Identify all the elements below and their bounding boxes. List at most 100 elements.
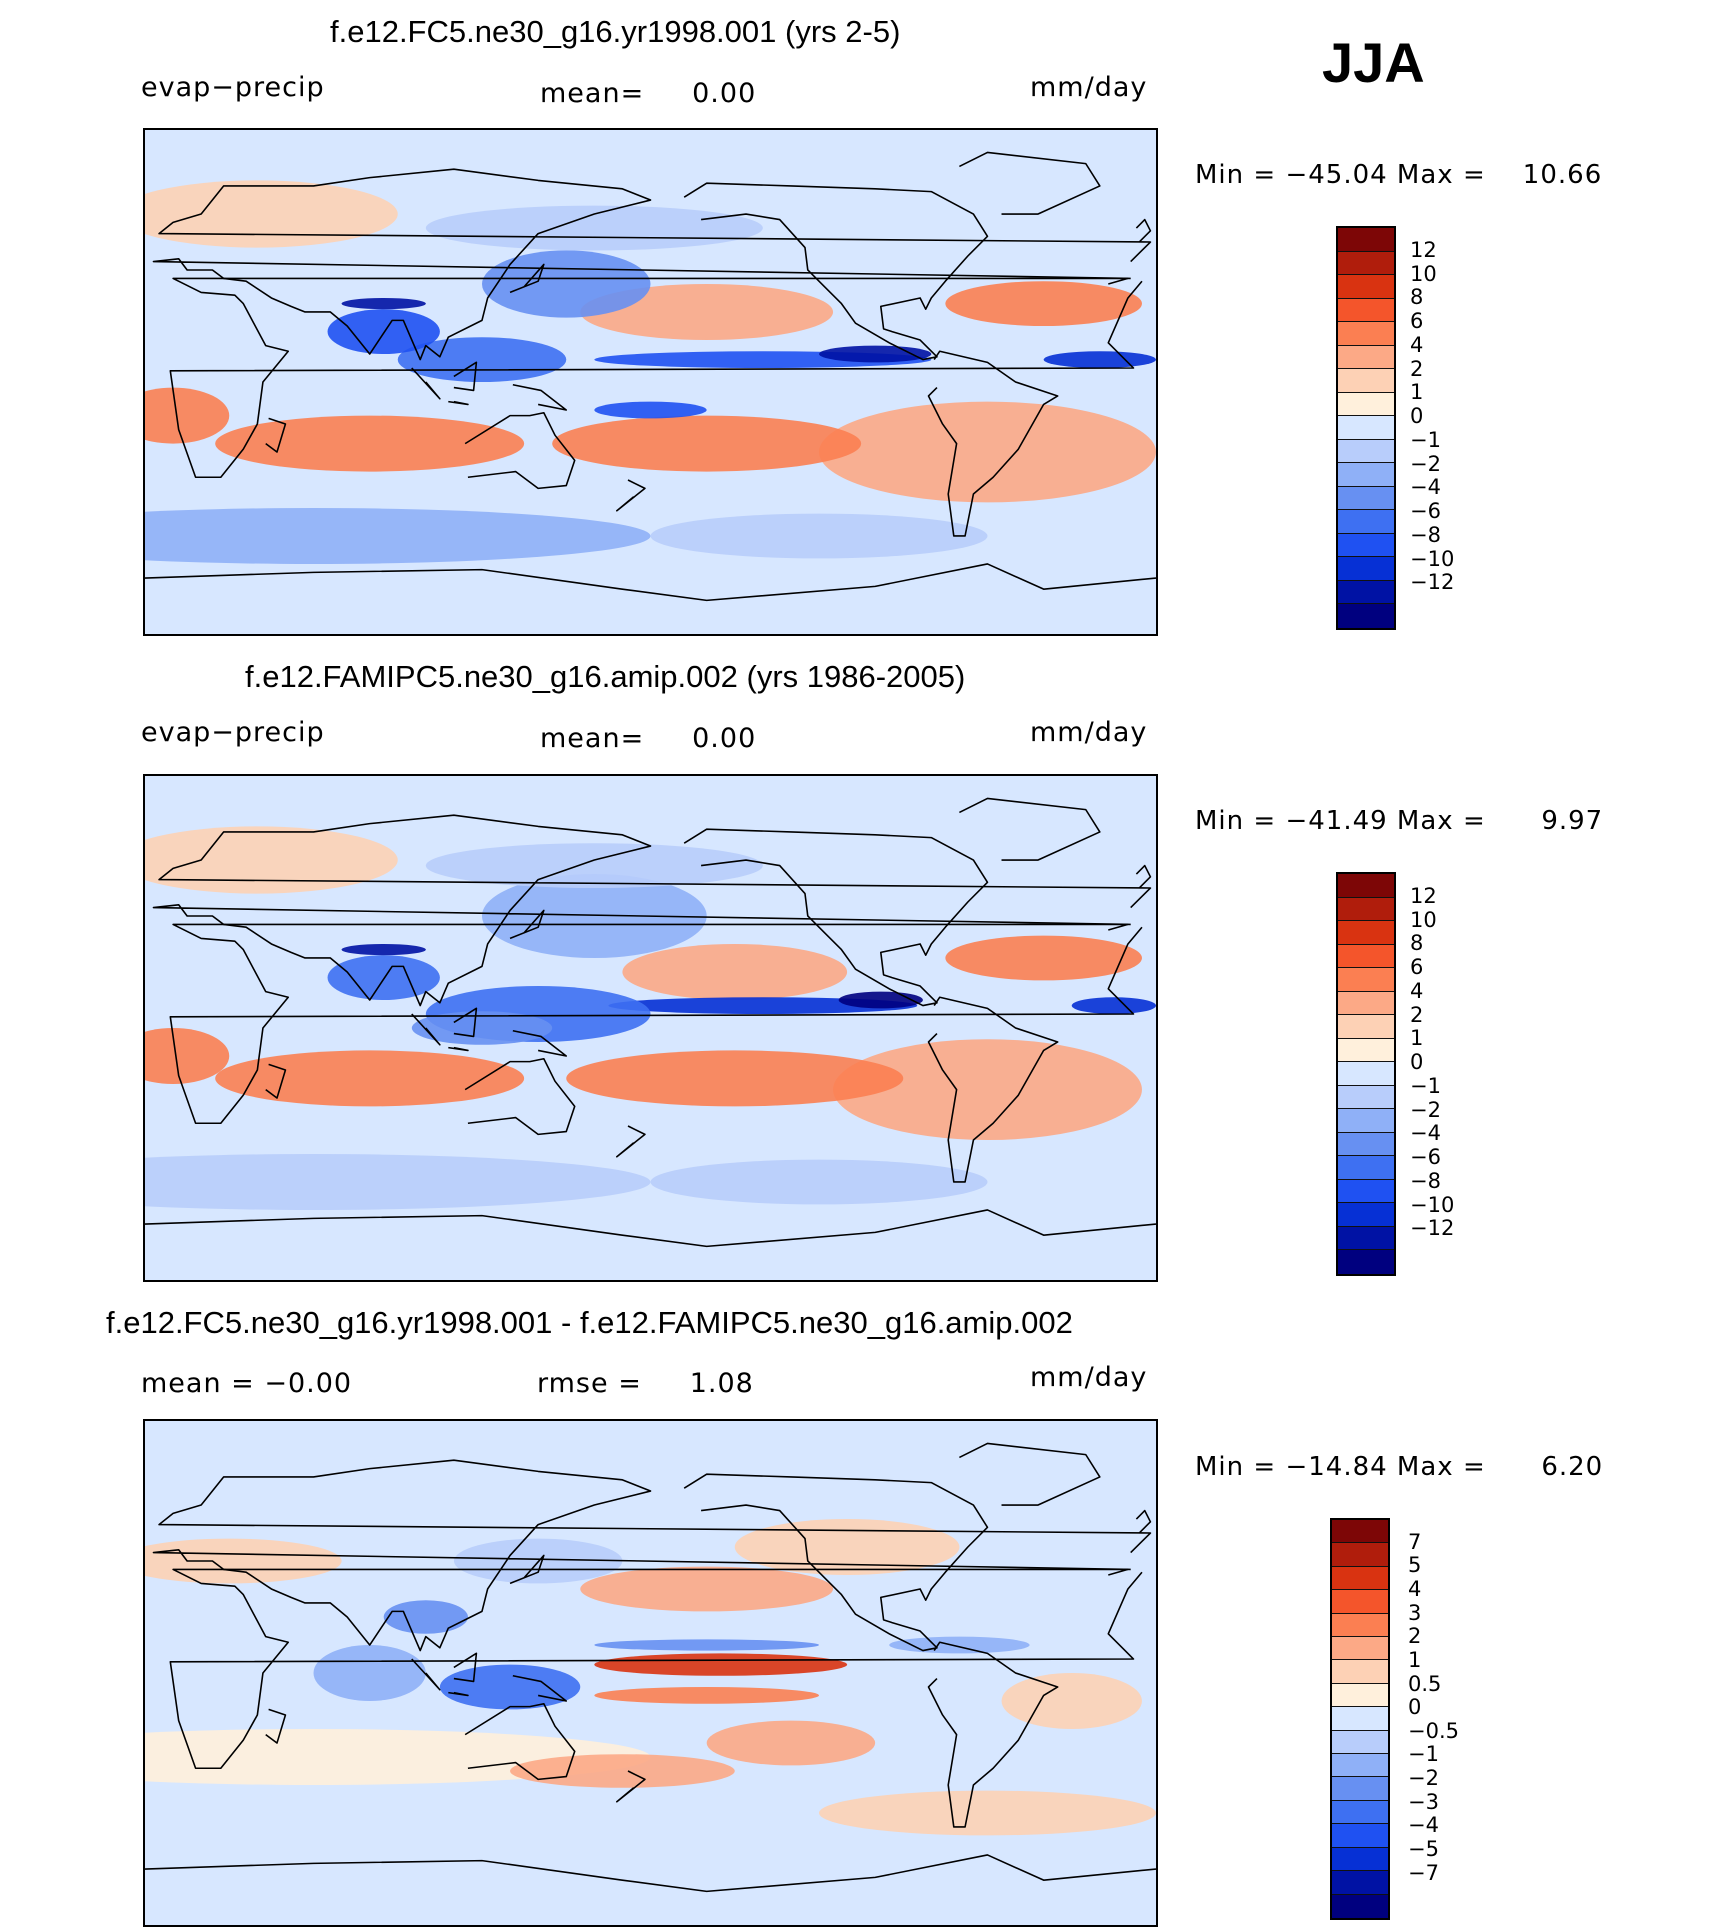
- contour-region: [145, 1028, 230, 1084]
- colorbar-segment: [1338, 228, 1394, 252]
- contour-region: [945, 935, 1142, 981]
- colorbar-tick-label: −1: [1408, 1742, 1439, 1767]
- colorbar-tick-label: −0.5: [1408, 1718, 1459, 1743]
- colorbar-segment: [1338, 345, 1394, 370]
- panel-2-minmax: Min = −41.49 Max = 9.97: [1195, 806, 1604, 836]
- panel-2-units: mm/day: [1030, 717, 1148, 748]
- colorbar-tick-label: −4: [1408, 1813, 1439, 1838]
- colorbar-tick-label: 4: [1408, 1576, 1422, 1601]
- coastline: [959, 151, 1101, 215]
- coastline: [1135, 218, 1152, 243]
- contour-region: [215, 1050, 525, 1107]
- colorbar-segment: [1338, 298, 1394, 323]
- panel-3-title: f.e12.FC5.ne30_g16.yr1998.001 - f.e12.FA…: [106, 1305, 1073, 1340]
- colorbar-segment: [1338, 1109, 1394, 1133]
- colorbar-segment: [1338, 897, 1394, 922]
- colorbar-tick-label: −1: [1410, 1073, 1441, 1098]
- coastline: [411, 367, 441, 400]
- colorbar-segment: [1338, 1226, 1394, 1251]
- colorbar-tick-label: 0: [1410, 404, 1424, 429]
- colorbar-tick-label: −2: [1408, 1766, 1439, 1791]
- contour-region: [341, 298, 426, 310]
- contour-region: [481, 250, 651, 318]
- contour-region: [818, 345, 932, 363]
- colorbar-tick-label: 12: [1410, 237, 1437, 262]
- coastline: [448, 400, 469, 406]
- colorbar-segment: [1332, 1590, 1388, 1614]
- coastline: [509, 1554, 545, 1585]
- contour-region: [383, 1600, 468, 1634]
- contour-region: [945, 281, 1142, 326]
- coastline: [683, 828, 989, 1007]
- contour-region: [1071, 997, 1156, 1014]
- colorbar-tick-label: −12: [1410, 1216, 1455, 1241]
- colorbar-segment: [1332, 1707, 1388, 1731]
- colorbar-segment: [1338, 991, 1394, 1016]
- colorbar-tick-label: −6: [1410, 1145, 1441, 1170]
- colorbar-segment: [1338, 1085, 1394, 1110]
- coastline: [448, 1691, 469, 1697]
- colorbar-tick-label: 12: [1410, 883, 1437, 908]
- panel-3-rmse: rmse = 1.08: [537, 1368, 754, 1399]
- colorbar-tick-label: 2: [1408, 1624, 1422, 1649]
- colorbar-segment: [1338, 322, 1394, 346]
- coastline: [927, 1641, 1059, 1828]
- panel-3-map-svg: [145, 1421, 1156, 1925]
- colorbar-segment: [1338, 1250, 1394, 1274]
- colorbar-segment: [1338, 968, 1394, 992]
- colorbar-tick-label: 10: [1410, 907, 1437, 932]
- colorbar-tick-label: 0: [1408, 1695, 1422, 1720]
- colorbar-segment: [1332, 1894, 1388, 1918]
- colorbar-segment: [1338, 510, 1394, 534]
- contour-region: [145, 180, 398, 248]
- contour-region: [833, 1039, 1142, 1140]
- coastline: [265, 1708, 287, 1744]
- contour-region: [818, 401, 1156, 503]
- contour-region: [425, 205, 763, 251]
- coastline: [169, 1568, 1143, 1770]
- contour-region: [482, 874, 707, 958]
- colorbar-tick-label: 6: [1410, 955, 1424, 980]
- coastline: [616, 1125, 646, 1158]
- coastline: [411, 1658, 441, 1691]
- contour-region: [818, 1790, 1156, 1836]
- coastline: [1135, 1509, 1152, 1534]
- contour-region: [594, 1687, 819, 1704]
- contour-region: [594, 1639, 819, 1651]
- contour-region: [706, 1720, 876, 1766]
- coastline: [512, 383, 568, 411]
- colorbar-tick-label: −7: [1408, 1860, 1439, 1885]
- colorbar-segment: [1332, 1683, 1388, 1708]
- colorbar-segment: [1338, 369, 1394, 393]
- coastline: [616, 1770, 646, 1803]
- colorbar-segment: [1338, 486, 1394, 511]
- colorbar-segment: [1338, 580, 1394, 605]
- coastline: [448, 1046, 469, 1052]
- colorbar-tick-label: 10: [1410, 261, 1437, 286]
- coastline: [453, 361, 478, 392]
- colorbar-tick-label: −8: [1410, 1168, 1441, 1193]
- colorbar-segment: [1338, 533, 1394, 558]
- colorbar-tick-label: 8: [1410, 285, 1424, 310]
- colorbar-segment: [1332, 1847, 1388, 1872]
- panel-3-minmax: Min = −14.84 Max = 6.20: [1195, 1452, 1604, 1482]
- colorbar-tick-label: 1: [1408, 1647, 1422, 1672]
- colorbar-tick-label: 3: [1408, 1600, 1422, 1625]
- colorbar-tick-label: −10: [1410, 546, 1455, 571]
- colorbar-segment: [1332, 1777, 1388, 1801]
- coastline: [616, 479, 646, 512]
- colorbar-segment: [1332, 1520, 1388, 1544]
- panel-1-minmax: Min = −45.04 Max = 10.66: [1195, 160, 1603, 190]
- coastline: [453, 1652, 478, 1683]
- colorbar-segment: [1338, 1015, 1394, 1039]
- coastline: [265, 1063, 287, 1099]
- panel-3-units: mm/day: [1030, 1362, 1148, 1393]
- coastline: [959, 797, 1101, 861]
- colorbar-tick-label: −1: [1410, 427, 1441, 452]
- coastline: [464, 1702, 576, 1781]
- colorbar-tick-label: −12: [1410, 570, 1455, 595]
- colorbar-segment: [1332, 1637, 1388, 1661]
- contour-region: [145, 1538, 342, 1584]
- colorbar-segment: [1338, 275, 1394, 299]
- contour-region: [594, 1653, 848, 1676]
